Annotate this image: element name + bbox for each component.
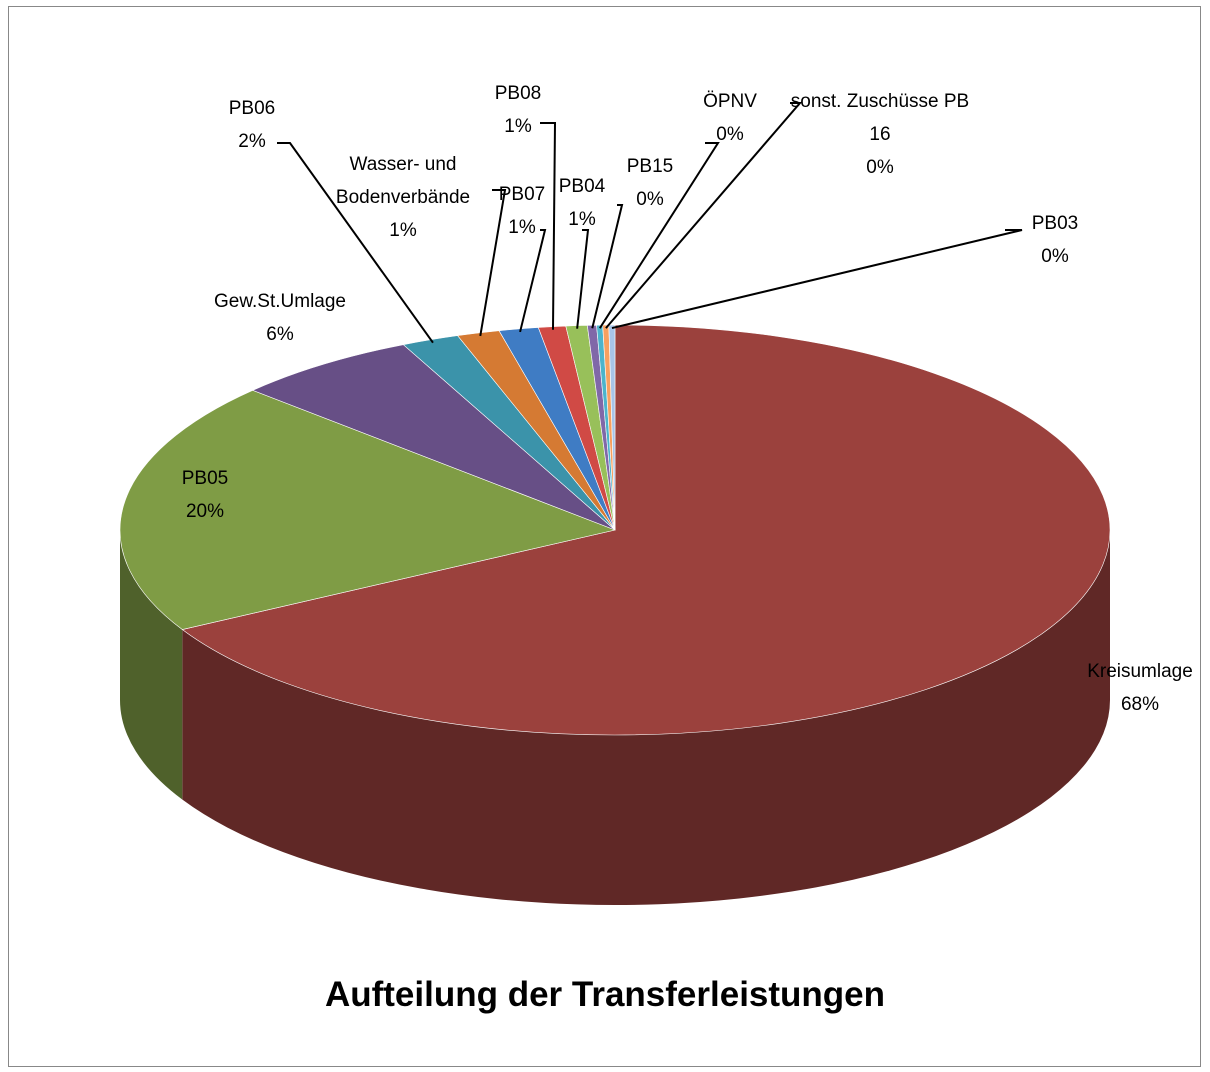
leader-line bbox=[576, 229, 590, 329]
data-label: Kreisumlage 68% bbox=[1070, 655, 1210, 721]
data-label: Gew.St.Umlage 6% bbox=[190, 285, 370, 351]
leader-line bbox=[591, 204, 624, 329]
label-value: 1% bbox=[568, 209, 596, 230]
leader-line bbox=[605, 102, 803, 329]
label-name: PB03 bbox=[1031, 213, 1079, 234]
data-label: Wasser- und Bodenverbände 1% bbox=[308, 148, 498, 247]
label-value: 0% bbox=[716, 124, 744, 145]
chart-title: Aufteilung der Transferleistungen bbox=[324, 975, 886, 1014]
data-label: PB06 2% bbox=[212, 92, 292, 158]
data-label: PB07 1% bbox=[492, 178, 552, 244]
label-value: 1% bbox=[504, 116, 532, 137]
label-name: ÖPNV bbox=[703, 91, 757, 112]
slice-side bbox=[120, 530, 183, 800]
leader-line bbox=[519, 229, 547, 333]
leader-line bbox=[479, 189, 507, 337]
data-label: PB04 1% bbox=[552, 170, 612, 236]
label-name: PB15 bbox=[626, 156, 674, 177]
label-value: 0% bbox=[636, 189, 664, 210]
label-name: sonst. Zuschüsse PB 16 bbox=[790, 91, 970, 145]
label-value: 2% bbox=[238, 131, 266, 152]
data-label: PB05 20% bbox=[155, 462, 255, 528]
label-name: Kreisumlage bbox=[1087, 661, 1193, 682]
label-value: 68% bbox=[1120, 694, 1160, 715]
data-label: sonst. Zuschüsse PB 16 0% bbox=[780, 85, 980, 184]
label-name: Wasser- und Bodenverbände bbox=[335, 154, 471, 208]
data-label: ÖPNV 0% bbox=[690, 85, 770, 151]
label-value: 0% bbox=[866, 157, 894, 178]
label-name: PB08 bbox=[494, 83, 542, 104]
leader-line bbox=[540, 122, 557, 330]
label-name: PB04 bbox=[558, 176, 606, 197]
label-value: 1% bbox=[389, 220, 417, 241]
data-label: PB08 1% bbox=[488, 77, 548, 143]
slice bbox=[251, 344, 616, 531]
label-name: Gew.St.Umlage bbox=[214, 291, 346, 312]
label-value: 6% bbox=[266, 324, 294, 345]
label-name: PB05 bbox=[181, 468, 229, 489]
label-name: PB06 bbox=[228, 98, 276, 119]
leader-line bbox=[611, 229, 1023, 330]
leader-line bbox=[277, 142, 434, 344]
label-value: 0% bbox=[1041, 246, 1069, 267]
data-label: PB03 0% bbox=[1015, 207, 1095, 273]
label-name: PB07 bbox=[498, 184, 546, 205]
leader-line bbox=[598, 142, 720, 329]
label-value: 20% bbox=[185, 501, 225, 522]
slice bbox=[119, 389, 617, 630]
slice-side bbox=[182, 530, 1110, 906]
data-label: PB15 0% bbox=[615, 150, 685, 216]
slice bbox=[181, 324, 1111, 736]
label-value: 1% bbox=[508, 217, 536, 238]
